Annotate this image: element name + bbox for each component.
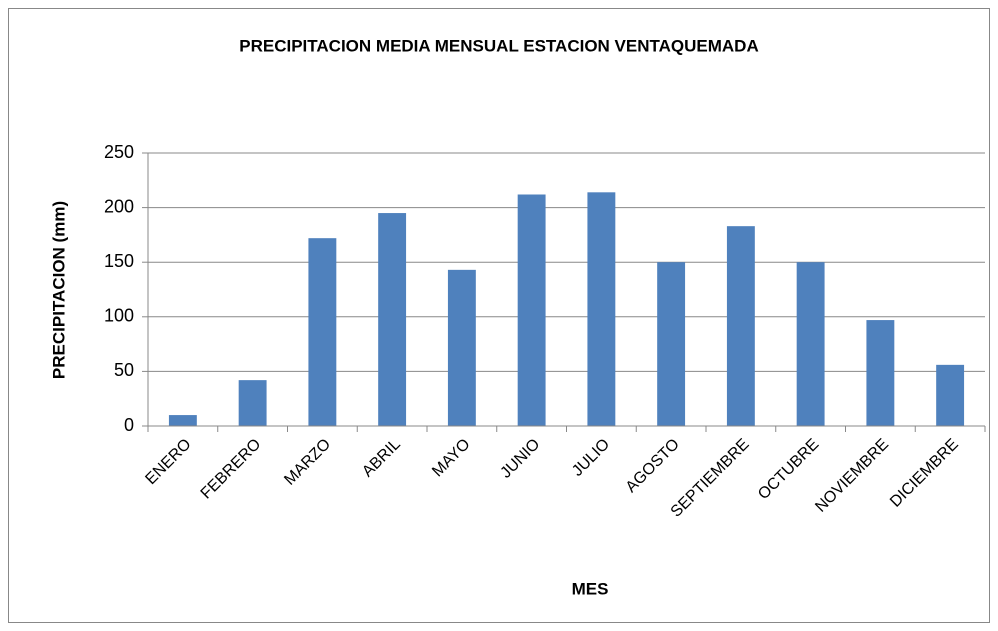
bar — [447, 269, 476, 426]
y-axis-label: PRECIPITACION (mm) — [49, 201, 68, 379]
chart-border — [8, 8, 990, 623]
bar — [796, 262, 825, 426]
y-tick-label: 150 — [104, 251, 134, 271]
bar — [587, 192, 616, 426]
bar — [517, 194, 546, 426]
y-tick-label: 250 — [104, 142, 134, 162]
bar — [936, 364, 965, 426]
bar — [168, 415, 197, 426]
y-tick-label: 50 — [114, 360, 134, 380]
y-tick-label: 200 — [104, 196, 134, 216]
bar — [238, 380, 267, 426]
chart-title: PRECIPITACION MEDIA MENSUAL ESTACION VEN… — [239, 36, 758, 55]
bar — [866, 320, 895, 426]
y-tick-label: 100 — [104, 306, 134, 326]
bar — [726, 226, 755, 426]
x-axis-label: MES — [572, 579, 609, 598]
bar — [308, 238, 337, 426]
bar — [657, 262, 686, 426]
y-tick-label: 0 — [124, 415, 134, 435]
bar — [378, 213, 407, 426]
